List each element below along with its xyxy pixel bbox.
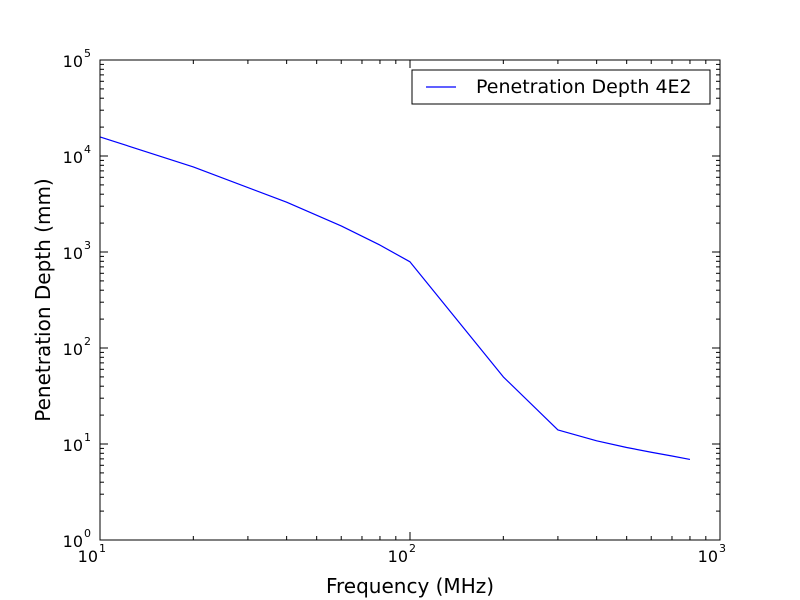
y-tick-label-exponent: 1 — [84, 431, 91, 444]
y-tick-label: 10 — [63, 52, 83, 71]
y-tick-label: 10 — [63, 244, 83, 263]
y-tick-label-exponent: 0 — [84, 527, 91, 540]
x-axis-label: Frequency (MHz) — [326, 574, 494, 598]
y-tick-label: 10 — [63, 148, 83, 167]
plot-area — [100, 60, 720, 540]
y-tick-label-exponent: 3 — [84, 239, 91, 252]
x-tick-label-exponent: 3 — [719, 542, 726, 555]
y-tick-label-exponent: 2 — [84, 335, 91, 348]
series-line-penetration-depth — [99, 136, 691, 461]
tick-labels: 10 1 10 2 10 310 010 110 210 310 410 5 — [63, 47, 726, 566]
legend-label: Penetration Depth 4E2 — [476, 76, 692, 98]
x-tick-label-exponent: 1 — [99, 542, 106, 555]
y-tick-label-exponent: 4 — [84, 143, 91, 156]
x-tick-label: 10 — [78, 547, 98, 566]
series-layer — [99, 136, 691, 461]
x-tick-label: 10 — [388, 547, 408, 566]
y-tick-label-exponent: 5 — [84, 47, 91, 60]
y-tick-label: 10 — [63, 532, 83, 551]
plot-frame — [99, 59, 721, 541]
legend-box — [411, 69, 711, 105]
x-tick-label: 10 — [698, 547, 718, 566]
x-tick-label-exponent: 2 — [409, 542, 416, 555]
y-tick-label: 10 — [63, 340, 83, 359]
y-tick-label: 10 — [63, 436, 83, 455]
legend: Penetration Depth 4E2 — [411, 69, 711, 105]
y-axis-label: Penetration Depth (mm) — [31, 178, 55, 421]
